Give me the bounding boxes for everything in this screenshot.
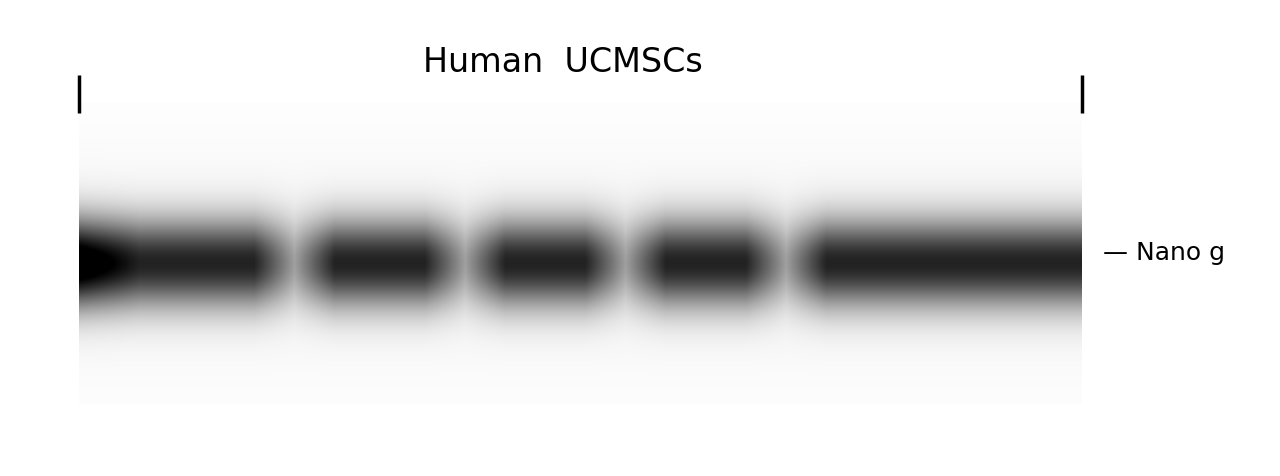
Text: — Nano g: — Nano g (1103, 240, 1225, 264)
Text: Human  UCMSCs: Human UCMSCs (424, 45, 703, 79)
